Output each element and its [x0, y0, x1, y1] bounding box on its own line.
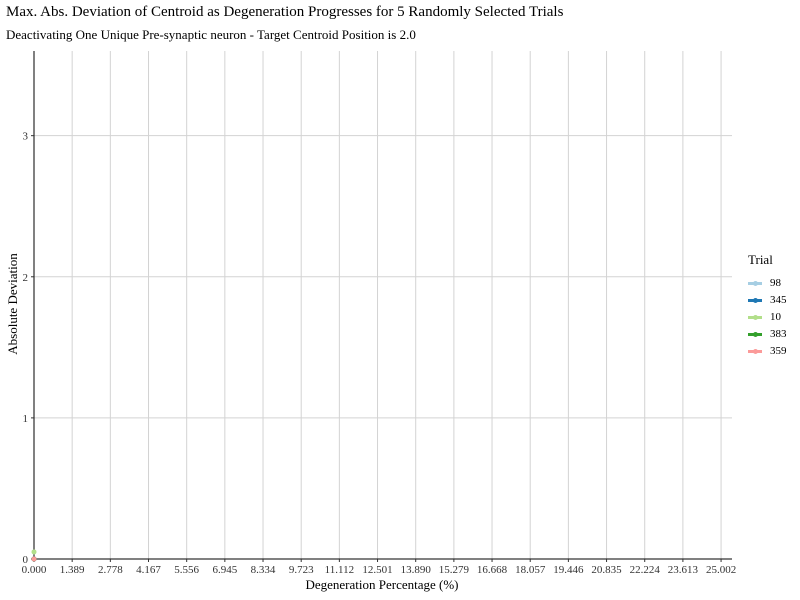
y-tick-label: 3 — [23, 131, 29, 143]
x-axis-label: Degeneration Percentage (%) — [305, 577, 458, 592]
x-tick-label: 25.002 — [706, 564, 736, 576]
legend-label: 383 — [770, 327, 787, 340]
series-layer — [31, 549, 37, 562]
legend-item-359: 359 — [748, 342, 787, 359]
data-point — [31, 556, 37, 562]
x-tick-label: 8.334 — [251, 564, 276, 576]
chart-subtitle: Deactivating One Unique Pre-synaptic neu… — [6, 27, 416, 42]
legend-key — [748, 344, 762, 358]
y-axis-ticks: 0 1 2 3 — [23, 131, 34, 566]
y-tick-label: 0 — [23, 554, 29, 566]
legend-items: 98 345 10 383 359 — [748, 274, 787, 359]
x-tick-label: 15.279 — [439, 564, 470, 576]
x-tick-label: 9.723 — [289, 564, 314, 576]
legend: Trial 98 345 10 383 359 — [748, 252, 787, 359]
series-10 — [31, 549, 37, 555]
legend-label: 10 — [770, 310, 781, 323]
x-tick-label: 20.835 — [591, 564, 622, 576]
legend-item-345: 345 — [748, 291, 787, 308]
x-tick-label: 23.613 — [668, 564, 699, 576]
x-tick-label: 0.000 — [22, 564, 47, 576]
y-tick-label: 2 — [23, 272, 29, 284]
x-tick-label: 18.057 — [515, 564, 546, 576]
legend-item-383: 383 — [748, 325, 787, 342]
x-tick-label: 16.668 — [477, 564, 508, 576]
x-tick-label: 2.778 — [98, 564, 123, 576]
data-point — [31, 549, 37, 555]
x-tick-label: 6.945 — [212, 564, 237, 576]
legend-label: 98 — [770, 276, 781, 289]
x-tick-label: 5.556 — [174, 564, 199, 576]
x-tick-label: 19.446 — [553, 564, 584, 576]
x-tick-label: 12.501 — [362, 564, 392, 576]
chart-title: Max. Abs. Deviation of Centroid as Degen… — [6, 4, 564, 20]
x-tick-label: 1.389 — [60, 564, 85, 576]
series-359 — [31, 556, 37, 562]
grid-lines — [33, 51, 732, 560]
legend-item-10: 10 — [748, 308, 787, 325]
legend-label: 345 — [770, 293, 787, 306]
legend-key — [748, 327, 762, 341]
x-tick-label: 22.224 — [630, 564, 661, 576]
legend-key — [748, 293, 762, 307]
axes — [33, 51, 732, 560]
x-tick-label: 4.167 — [136, 564, 161, 576]
legend-key — [748, 276, 762, 290]
legend-label: 359 — [770, 344, 787, 357]
x-tick-label: 11.112 — [325, 564, 354, 576]
x-tick-label: 13.890 — [401, 564, 432, 576]
y-axis-label: Absolute Deviation — [5, 253, 20, 355]
legend-title: Trial — [748, 252, 773, 267]
legend-key — [748, 310, 762, 324]
y-tick-label: 1 — [23, 413, 29, 425]
x-axis-ticks: 0.000 1.389 2.778 4.167 5.556 6.945 8.334 9.723… — [22, 559, 736, 576]
legend-item-98: 98 — [748, 274, 787, 291]
